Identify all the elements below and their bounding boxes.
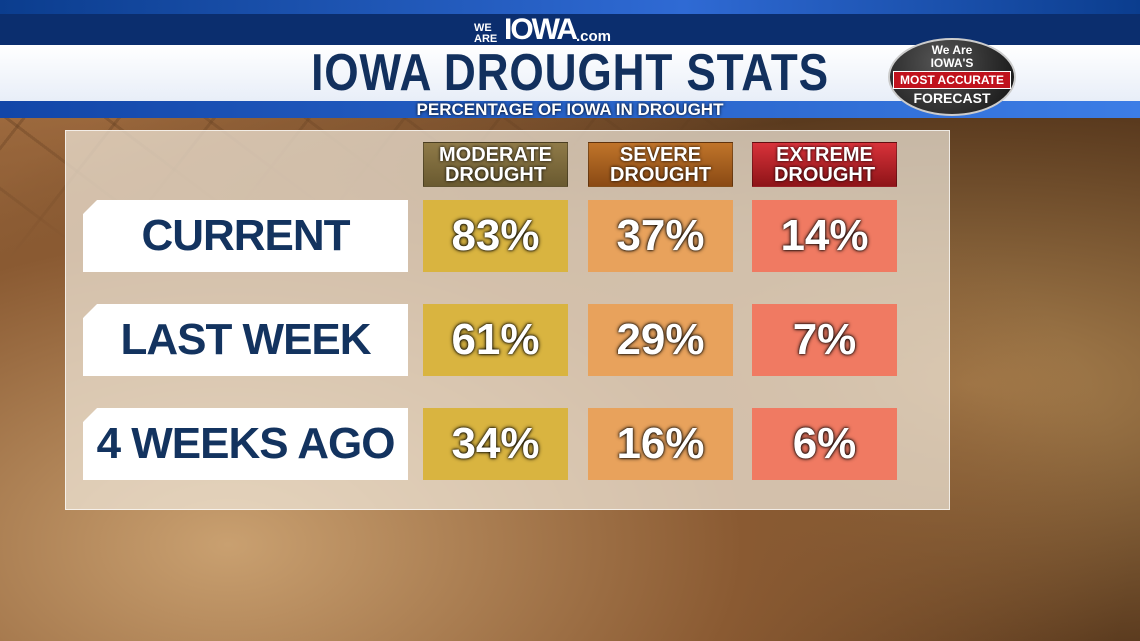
header-subtitle-strip (0, 101, 1140, 118)
value-cell: 29% (588, 304, 733, 376)
logo-iowa: IOWA (504, 13, 578, 46)
logo-we: WE (474, 22, 492, 34)
column-header: MODERATE DROUGHT (423, 142, 568, 187)
row-label: 4 WEEKS AGO (83, 408, 408, 480)
value-cell: 61% (423, 304, 568, 376)
badge-line1: We Are (931, 43, 973, 57)
value-cell: 6% (752, 408, 897, 480)
logo-we-are: WE ARE (474, 23, 504, 45)
value-cell: 83% (423, 200, 568, 272)
page-title: IOWA DROUGHT STATS (311, 46, 829, 100)
value-cell: 14% (752, 200, 897, 272)
row-label: CURRENT (83, 200, 408, 272)
badge-line4: FORECAST (913, 90, 991, 106)
value-cell: 37% (588, 200, 733, 272)
badge-line3: MOST ACCURATE (893, 71, 1011, 89)
page-subtitle: PERCENTAGE OF IOWA IN DROUGHT (416, 100, 724, 119)
badge-line2: IOWA'S (930, 56, 974, 70)
value-cell: 16% (588, 408, 733, 480)
logo-are: ARE (474, 33, 498, 45)
logo-com: .com (576, 28, 612, 45)
weareiowa-logo: WE ARE IOWA .com (474, 14, 611, 45)
row-label: LAST WEEK (83, 304, 408, 376)
value-cell: 7% (752, 304, 897, 376)
value-cell: 34% (423, 408, 568, 480)
most-accurate-forecast-badge: We Are IOWA'S MOST ACCURATE FORECAST (888, 38, 1016, 116)
column-header: SEVERE DROUGHT (588, 142, 733, 187)
column-header: EXTREME DROUGHT (752, 142, 897, 187)
